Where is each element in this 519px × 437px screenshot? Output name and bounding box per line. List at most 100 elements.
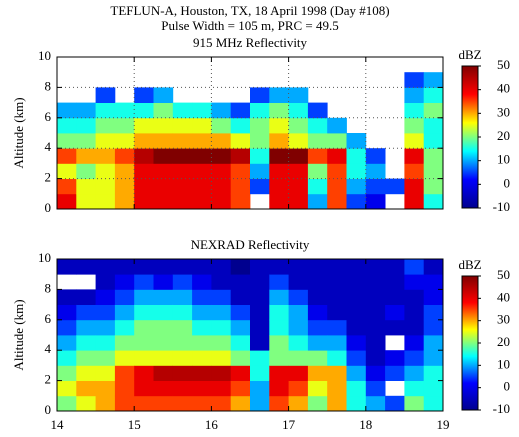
heat-cell (192, 148, 212, 164)
heat-cell (114, 102, 135, 119)
heat-cell (250, 259, 270, 275)
heat-cell (57, 289, 77, 305)
heat-cell (385, 319, 405, 336)
heat-cell (288, 259, 309, 275)
heat-cell (346, 178, 367, 195)
heat-cell (95, 117, 116, 134)
heat-cell (76, 335, 96, 351)
heat-cell (327, 335, 347, 351)
heat-cell (307, 259, 328, 275)
heat-cell (346, 395, 367, 412)
heat-cell (307, 380, 328, 397)
colorbar-tick-label: 20 (497, 334, 510, 349)
heat-cell (153, 102, 174, 119)
heat-cell (172, 259, 193, 275)
heat-cell (327, 289, 347, 305)
heat-cell (385, 304, 405, 321)
heat-cell (250, 350, 270, 366)
heat-cell (192, 335, 212, 351)
heat-cell (365, 319, 386, 336)
heat-cell (288, 365, 309, 381)
heat-cell (211, 148, 232, 164)
heat-cell (404, 102, 425, 119)
heat-cell (192, 274, 212, 290)
heat-cell (114, 259, 135, 275)
heat-cell (307, 117, 328, 134)
heat-cell (230, 178, 251, 195)
chart-title: TEFLUN-A, Houston, TX, 18 April 1998 (Da… (110, 3, 389, 18)
heat-cell (327, 319, 347, 336)
heat-cell (76, 102, 96, 119)
heat-cell (269, 350, 289, 366)
heat-cell (423, 102, 444, 119)
heat-cell (288, 133, 309, 149)
heat-cell (250, 102, 270, 119)
heat-cell (404, 72, 425, 88)
heat-cell (211, 102, 232, 119)
heat-cell (95, 259, 116, 275)
heat-cell (95, 87, 116, 103)
heat-cell (57, 193, 77, 210)
heat-cell (327, 350, 347, 366)
heat-cell (365, 380, 386, 397)
heat-cell (404, 193, 425, 210)
heat-cell (346, 289, 367, 305)
heat-cell (307, 365, 328, 381)
heat-cell (346, 335, 367, 351)
heat-cell (423, 380, 444, 397)
y-tick-label: 8 (45, 78, 52, 93)
heat-cell (307, 395, 328, 412)
heat-cell (269, 259, 289, 275)
chart-subtitle: Pulse Width = 105 m, PRC = 49.5 (161, 18, 339, 33)
heat-cell (211, 274, 232, 290)
heat-cell (134, 395, 154, 412)
heat-cell (250, 117, 270, 134)
heat-cell (95, 102, 116, 119)
x-tick-label: 15 (128, 417, 141, 432)
heat-cell (404, 117, 425, 134)
heat-cell (211, 178, 232, 195)
heat-cell (172, 193, 193, 210)
heat-cell (134, 193, 154, 210)
heat-cell (346, 304, 367, 321)
heat-cell (76, 395, 96, 412)
heat-cell (76, 304, 96, 321)
heat-cell (153, 87, 174, 103)
heat-cell (153, 365, 174, 381)
x-tick-label: 16 (205, 417, 219, 432)
heat-cell (211, 289, 232, 305)
heat-cell (423, 304, 444, 321)
heat-cell (230, 289, 251, 305)
heat-cell (76, 365, 96, 381)
heat-cell (307, 133, 328, 149)
heat-cell (211, 117, 232, 134)
heat-cell (114, 350, 135, 366)
heat-cell (95, 319, 116, 336)
heat-cell (211, 335, 232, 351)
y-tick-label: 4 (45, 341, 52, 356)
heat-cell (114, 319, 135, 336)
heat-cell (134, 365, 154, 381)
heat-cell (95, 133, 116, 149)
heat-cell (211, 259, 232, 275)
heat-cell (192, 365, 212, 381)
heat-cell (365, 259, 386, 275)
heat-cell (211, 395, 232, 412)
heat-cell (114, 304, 135, 321)
heat-cell (423, 163, 444, 179)
heat-cell (230, 304, 251, 321)
colorbar-tick-label: 10 (497, 356, 510, 371)
heat-cell (230, 193, 251, 210)
heat-cell (365, 304, 386, 321)
heat-cell (172, 380, 193, 397)
heat-cell (57, 133, 77, 149)
heat-cell (153, 148, 174, 164)
heat-cell (172, 365, 193, 381)
heat-cell (385, 274, 405, 290)
y-tick-label: 0 (45, 402, 52, 417)
heat-cell (153, 319, 174, 336)
heat-cell (230, 319, 251, 336)
heat-cell (404, 350, 425, 366)
colorbar-tick-label: 20 (497, 128, 510, 143)
